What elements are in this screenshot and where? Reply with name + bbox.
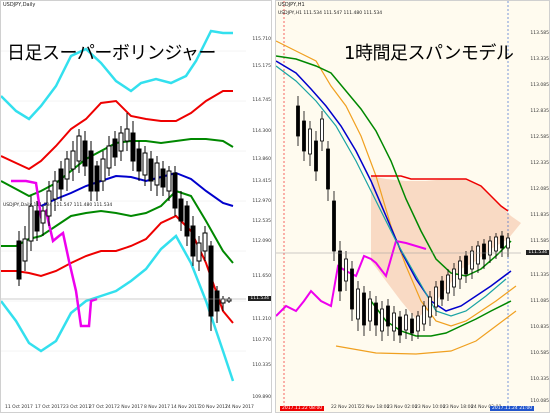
price-label: 110.585	[530, 351, 549, 356]
price-label: 112.335	[530, 161, 549, 166]
daily-window-title: USDJPY,Daily	[3, 2, 36, 8]
date-label: 14 Nov 2017	[171, 405, 200, 410]
upper-2sigma-line	[1, 90, 233, 171]
price-label: 111.835	[530, 213, 549, 218]
upper-green-line	[276, 55, 512, 277]
price-label: 115.710	[252, 37, 271, 42]
hourly-caption: 1時間足スパンモデル	[344, 43, 514, 64]
price-label: 109.890	[252, 395, 271, 400]
price-label: 115.175	[252, 64, 271, 69]
date-label: 22 Nov 18:00	[359, 405, 390, 410]
price-label: 113.335	[530, 57, 549, 62]
start-date-marker: 2017.11.22 08:00	[280, 406, 325, 411]
teal-line	[276, 65, 507, 317]
daily-candles	[16, 113, 232, 331]
upper-3sigma-line	[1, 29, 233, 121]
lagging-span-line	[11, 179, 98, 328]
date-label: 11 Oct 2017	[5, 405, 33, 410]
hourly-chart-window[interactable]: USDJPY,H1 USDJPY,H1 111.534 111.547 111.…	[275, 0, 550, 413]
daily-ohlc-readout: USDJPY,Daily 111.534 111.547 111.480 111…	[3, 203, 113, 208]
price-label: 114.745	[252, 98, 271, 103]
price-label: 113.085	[530, 83, 549, 88]
date-label: 23 Oct 2017	[63, 405, 91, 410]
price-label: 110.835	[530, 325, 549, 330]
price-label: 111.085	[530, 299, 549, 304]
price-label: 111.650	[252, 274, 271, 279]
price-label: 111.210	[252, 317, 271, 322]
price-label: 112.535	[252, 219, 271, 224]
price-label: 114.300	[252, 129, 271, 134]
date-label: 2 Nov 2017	[117, 405, 143, 410]
lower-2sigma-line	[1, 214, 234, 324]
lower-3sigma-line	[1, 234, 235, 382]
hourly-ohlc-readout: USDJPY,H1 111.534 111.547 111.480 111.53…	[278, 11, 383, 16]
date-label: 20 Nov 2017	[199, 405, 228, 410]
price-label: 110.335	[530, 377, 549, 382]
date-label: 27 Oct 2017	[89, 405, 117, 410]
date-label: 23 Nov 02:00	[387, 405, 418, 410]
span-cloud	[371, 176, 521, 319]
outer-lower-line	[335, 310, 517, 355]
price-label: 111.585	[530, 239, 549, 244]
date-label: 24 Nov 02:00	[471, 405, 502, 410]
daily-chart-canvas	[1, 29, 246, 382]
date-label: 23 Nov 10:00	[415, 405, 446, 410]
date-label: 24 Nov 2017	[225, 405, 254, 410]
price-label: 113.415	[252, 179, 271, 184]
blue-line	[276, 60, 512, 312]
price-label: 112.090	[252, 239, 271, 244]
price-label: 113.860	[252, 157, 271, 162]
price-label: 111.335	[530, 273, 549, 278]
daily-caption: 日足スーパーボリンジャー	[7, 43, 216, 64]
price-label: 112.585	[530, 135, 549, 140]
end-date-marker: 2017.11.24 21:00	[490, 406, 535, 411]
price-label: 112.085	[530, 187, 549, 192]
current-price-tag: 111.534	[526, 250, 549, 255]
price-label: 110.335	[252, 363, 271, 368]
price-label: 113.585	[530, 31, 549, 36]
current-price-tag: 111.534	[248, 296, 271, 301]
span-red-line	[371, 175, 509, 212]
price-label: 110.770	[252, 338, 271, 343]
hourly-window-title: USDJPY,H1	[278, 2, 305, 8]
hourly-chart-canvas	[276, 1, 521, 412]
date-label: 22 Nov 2017	[331, 405, 360, 410]
daily-chart-window[interactable]: USDJPY,Daily USDJPY,Daily 111.534 111.54…	[0, 0, 272, 413]
date-label: 8 Nov 2017	[144, 405, 170, 410]
date-label: 17 Oct 2017	[35, 405, 63, 410]
price-label: 110.085	[530, 399, 549, 404]
price-label: 112.970	[252, 199, 271, 204]
price-label: 112.835	[530, 109, 549, 114]
date-label: 23 Nov 18:00	[443, 405, 474, 410]
